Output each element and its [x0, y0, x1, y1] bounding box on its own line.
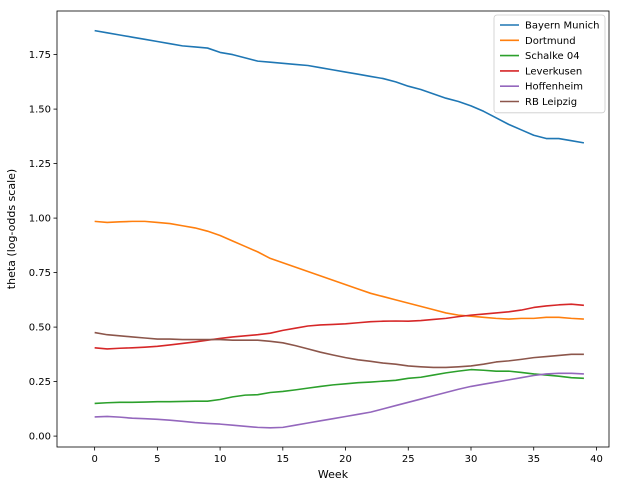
x-tick-label: 30	[465, 454, 478, 465]
series-line-4	[94, 372, 584, 429]
y-tick-label: 0.50	[29, 323, 51, 334]
x-tick-label: 10	[214, 454, 227, 465]
x-tick-label: 35	[527, 454, 540, 465]
series-line-5	[94, 331, 584, 369]
series-line-0	[94, 29, 585, 144]
y-tick-label: 0.00	[29, 432, 51, 443]
plot-frame	[56, 10, 610, 448]
y-tick-label: 1.75	[29, 50, 51, 61]
axes: 0 5 10 15 20 25 30 35 40 0.00 0.25 0.50 0.75 1.00 1.25…	[29, 10, 610, 465]
legend-box	[493, 14, 606, 114]
x-tick-label: 20	[339, 454, 352, 465]
legend: Bayern Munich Dortmund Schalke 04 Leverkuse…	[493, 14, 606, 114]
x-tick-label: 25	[402, 454, 415, 465]
legend-label: Hoffenheim	[525, 82, 583, 93]
y-tick-label: 0.25	[29, 377, 51, 388]
x-tick-label: 40	[590, 454, 603, 465]
series-line-3	[94, 303, 584, 350]
y-tick-label: 1.00	[29, 214, 51, 225]
legend-label: RB Leipzig	[525, 97, 577, 108]
x-axis-label: Week	[318, 468, 349, 481]
y-axis-label: theta (log-odds scale)	[5, 169, 18, 289]
legend-label: Leverkusen	[525, 66, 582, 77]
y-tick-label: 1.50	[29, 105, 51, 116]
x-tick-label: 0	[91, 454, 97, 465]
series-line-2	[94, 368, 584, 405]
x-tick-label: 5	[154, 454, 160, 465]
series-lines	[94, 29, 585, 429]
series-line-1	[94, 220, 584, 320]
y-tick-label: 0.75	[29, 268, 51, 279]
x-tick-label: 15	[276, 454, 289, 465]
legend-label: Schalke 04	[525, 51, 580, 62]
legend-label: Bayern Munich	[525, 21, 599, 32]
y-tick-label: 1.25	[29, 159, 51, 170]
legend-label: Dortmund	[525, 36, 576, 47]
